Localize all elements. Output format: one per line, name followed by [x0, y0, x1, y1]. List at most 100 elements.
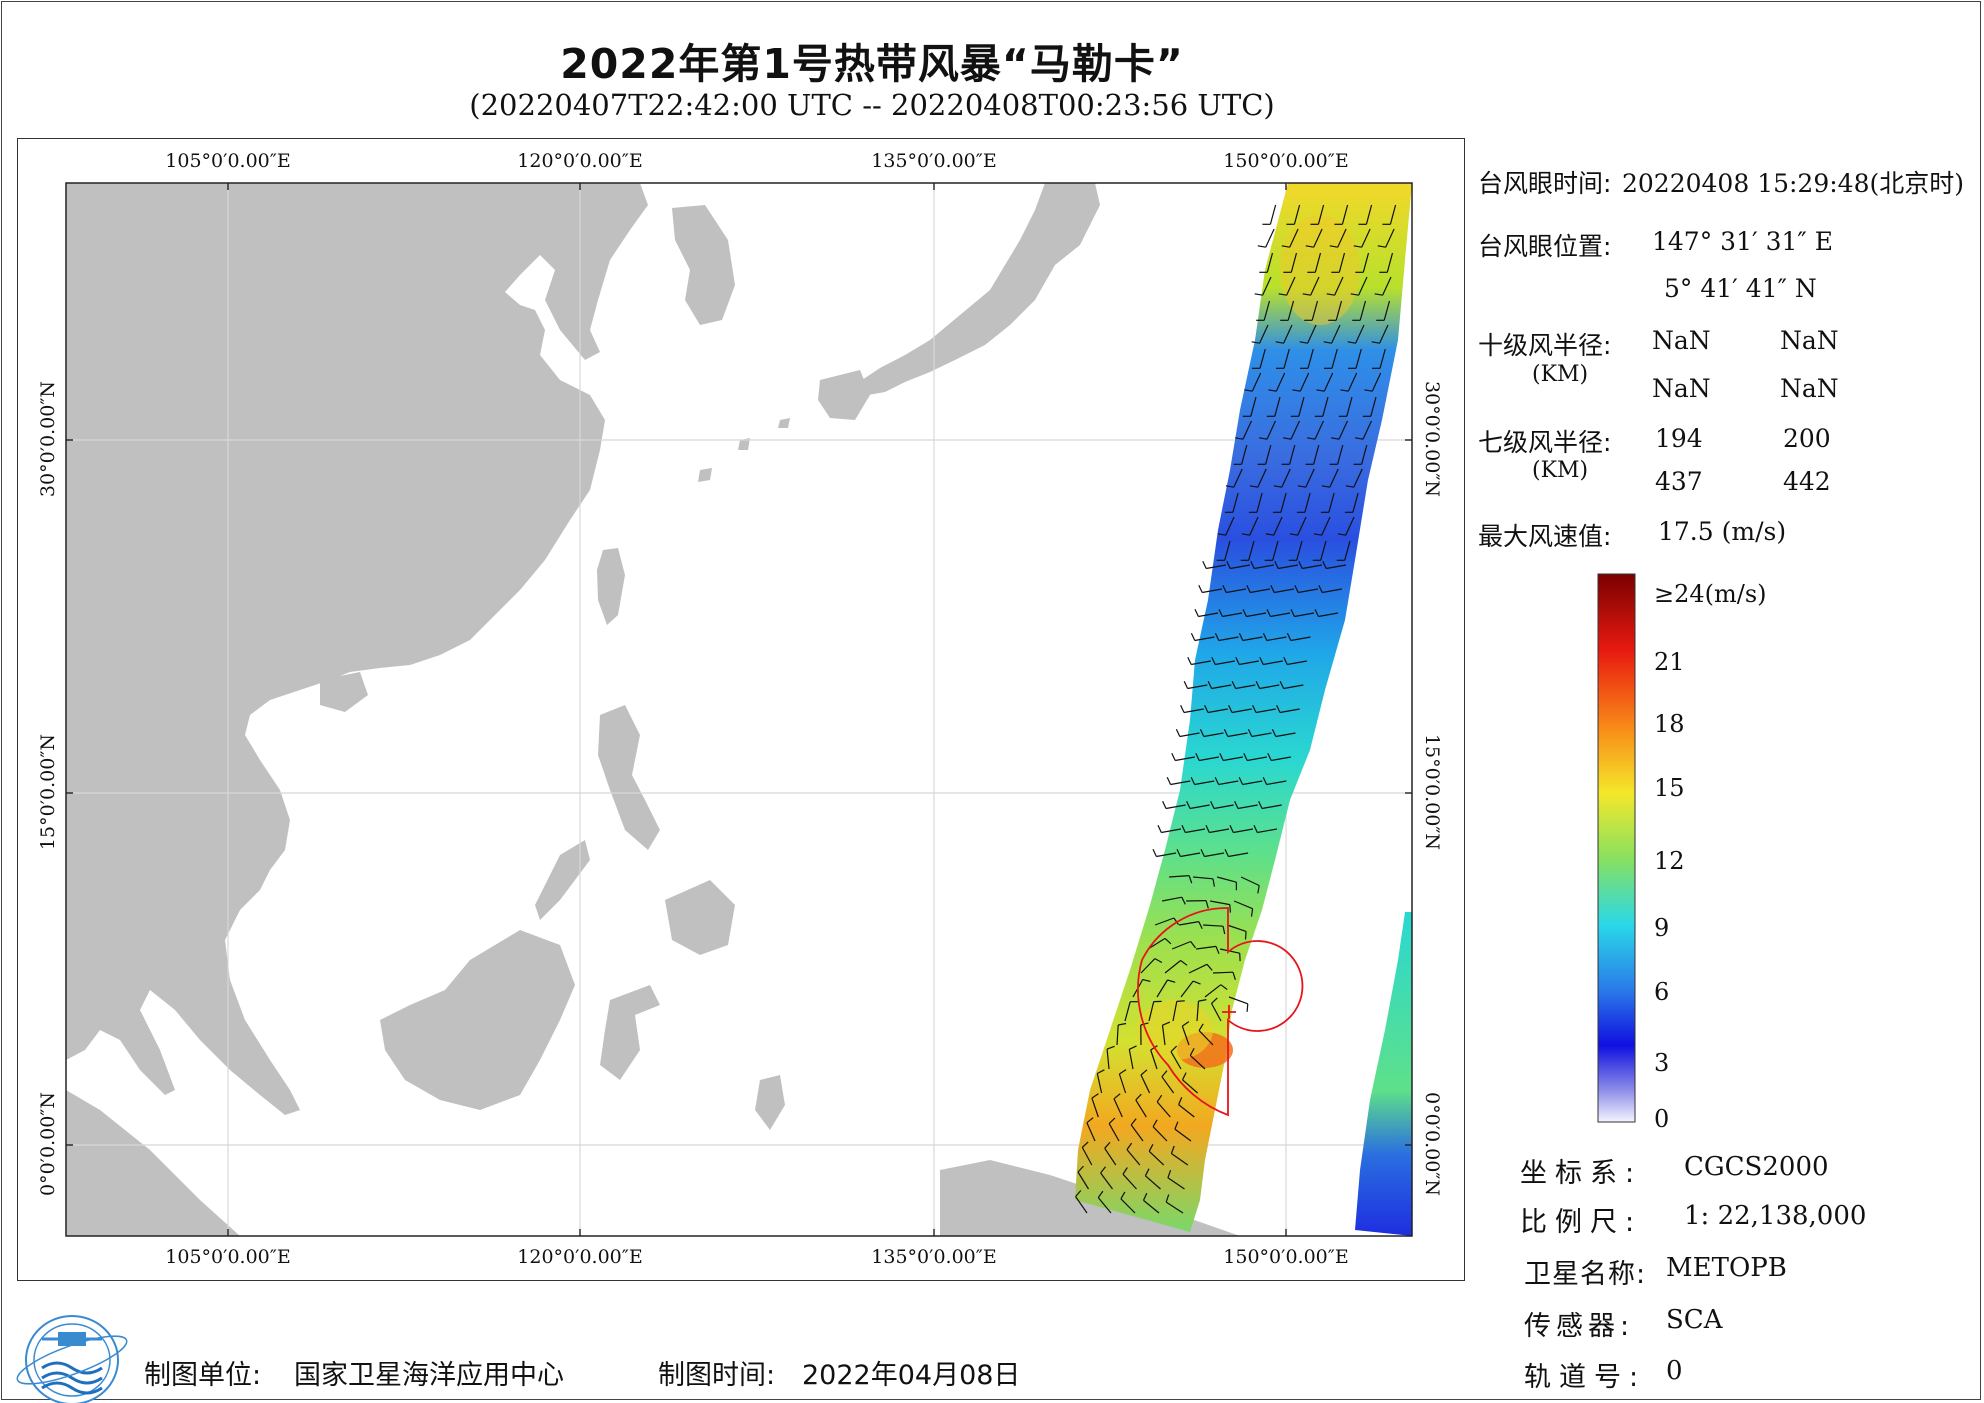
wind-barb	[1196, 945, 1217, 950]
wind-barb	[1290, 420, 1300, 440]
wind-barb	[1180, 980, 1194, 998]
wind-barb-feather	[1347, 341, 1356, 344]
wind-barb	[1250, 588, 1271, 594]
wind-barb	[1274, 588, 1295, 594]
wind-barb-feather	[1286, 632, 1292, 641]
page-subtitle: (20220407T22:42:00 UTC -- 20220408T00:23…	[469, 88, 1275, 122]
wind-barb-feather	[1097, 1069, 1105, 1075]
wind-barb-feather	[1331, 437, 1340, 440]
wind-barb-feather	[1307, 437, 1316, 440]
wind-barb	[1337, 444, 1344, 465]
wind-barb	[1210, 1003, 1222, 1022]
wind-barb-feather	[1262, 632, 1268, 641]
wind-barb-feather	[1231, 680, 1237, 689]
wind-barb	[1317, 204, 1325, 225]
wind-barb	[1290, 636, 1311, 642]
wind-barb	[1174, 1128, 1192, 1142]
wind-barb-feather	[1299, 341, 1308, 344]
land-sumatra	[66, 1090, 240, 1236]
map-date-label: 制图时间:	[658, 1360, 776, 1391]
wind-barb	[1182, 1079, 1198, 1094]
wind-barb-feather	[1081, 1141, 1089, 1148]
wind-barb-feather	[1198, 1023, 1204, 1031]
wind-barb	[1179, 732, 1200, 738]
wind-barb-feather	[1215, 946, 1220, 955]
wind-barb-feather	[1377, 245, 1386, 248]
wind-barb	[1239, 660, 1259, 666]
wind-barb-feather	[1190, 776, 1196, 785]
wind-barb-feather	[1241, 533, 1250, 536]
wind-barb-feather	[1355, 437, 1364, 440]
wind-barb-feather	[1167, 1169, 1172, 1179]
eye-time-value: 20220408 15:29:48(北京时)	[1622, 169, 1964, 198]
wind-barb-feather	[1337, 533, 1346, 536]
wind-barb	[1352, 492, 1359, 513]
wind-barb	[1161, 896, 1182, 902]
land-luzon	[598, 705, 660, 850]
wind-barb	[1172, 1001, 1178, 1022]
wind-barb-feather	[1318, 584, 1323, 593]
wind-barb	[1128, 1049, 1134, 1070]
wind-barb-feather	[1276, 704, 1281, 713]
wind-barb	[1266, 636, 1287, 642]
wind-barb	[1143, 1199, 1160, 1214]
wind-barb-feather	[1214, 632, 1220, 641]
wind-barb	[1116, 1024, 1119, 1046]
wind-barb-feather	[1170, 1045, 1178, 1053]
wind-barb	[1178, 1104, 1195, 1118]
wind-barb	[1226, 924, 1247, 932]
wind-barb-feather	[1171, 752, 1176, 761]
wind-barb-feather	[1247, 728, 1253, 737]
wind-barb	[1178, 921, 1199, 926]
wind-barb-feather	[1371, 341, 1380, 344]
wind-barb	[1294, 612, 1315, 618]
colorbar-label-15: 15	[1654, 774, 1685, 802]
wind-barb-feather	[1142, 978, 1151, 982]
wind-barb-feather	[1283, 656, 1288, 665]
lon-label-bottom-150: 150°0′0.00″E	[1223, 1246, 1349, 1268]
wind-barb	[1130, 1124, 1144, 1142]
wind-barb-feather	[1273, 485, 1282, 488]
wind-barb	[1322, 588, 1343, 594]
wind-barb-feather	[1206, 963, 1213, 971]
wind-barb-feather	[1281, 245, 1290, 248]
wind-barb	[1265, 444, 1272, 465]
wind-barb-feather	[1251, 341, 1260, 344]
wind-barb	[1106, 1049, 1110, 1070]
wind-barb-feather	[1244, 931, 1247, 940]
r10-value-1: NaN	[1652, 326, 1711, 355]
wind-barb-feather	[1176, 1000, 1185, 1002]
wind-barb-feather	[1314, 608, 1319, 617]
wind-barb-feather	[1297, 485, 1306, 488]
wind-barb	[1269, 204, 1277, 225]
wind-barb-feather	[1258, 800, 1263, 809]
wind-barb	[1386, 252, 1394, 273]
wind-barb-feather	[1214, 776, 1220, 785]
wind-barb-feather	[1205, 824, 1210, 833]
wind-barb-feather	[1183, 680, 1189, 689]
land-korea	[672, 205, 735, 325]
wind-barb	[1251, 732, 1272, 738]
wind-barb	[1242, 636, 1263, 642]
wind-barb	[1140, 1074, 1151, 1094]
wind-barb-feather	[1186, 800, 1191, 809]
wind-barb	[1338, 420, 1348, 440]
wind-barb	[1389, 204, 1397, 225]
wind-barb-feather	[1246, 584, 1251, 593]
wind-barb-feather	[1154, 958, 1163, 964]
wind-barb	[1298, 396, 1305, 417]
wind-barb-feather	[1152, 848, 1157, 857]
sensor-value: SCA	[1666, 1305, 1723, 1335]
wind-barb	[1331, 324, 1341, 344]
wind-barb	[1326, 564, 1347, 570]
lon-label-bottom-120: 120°0′0.00″E	[517, 1246, 643, 1268]
wind-barb-feather	[1234, 800, 1239, 809]
wind-barb	[1273, 516, 1283, 536]
wind-barb	[1193, 876, 1214, 880]
wind-barb	[1262, 276, 1272, 296]
wind-barb-feather	[1075, 1190, 1082, 1197]
r10-value-4: NaN	[1780, 374, 1839, 403]
wind-barb	[1183, 708, 1204, 714]
wind-barb	[1293, 204, 1301, 225]
